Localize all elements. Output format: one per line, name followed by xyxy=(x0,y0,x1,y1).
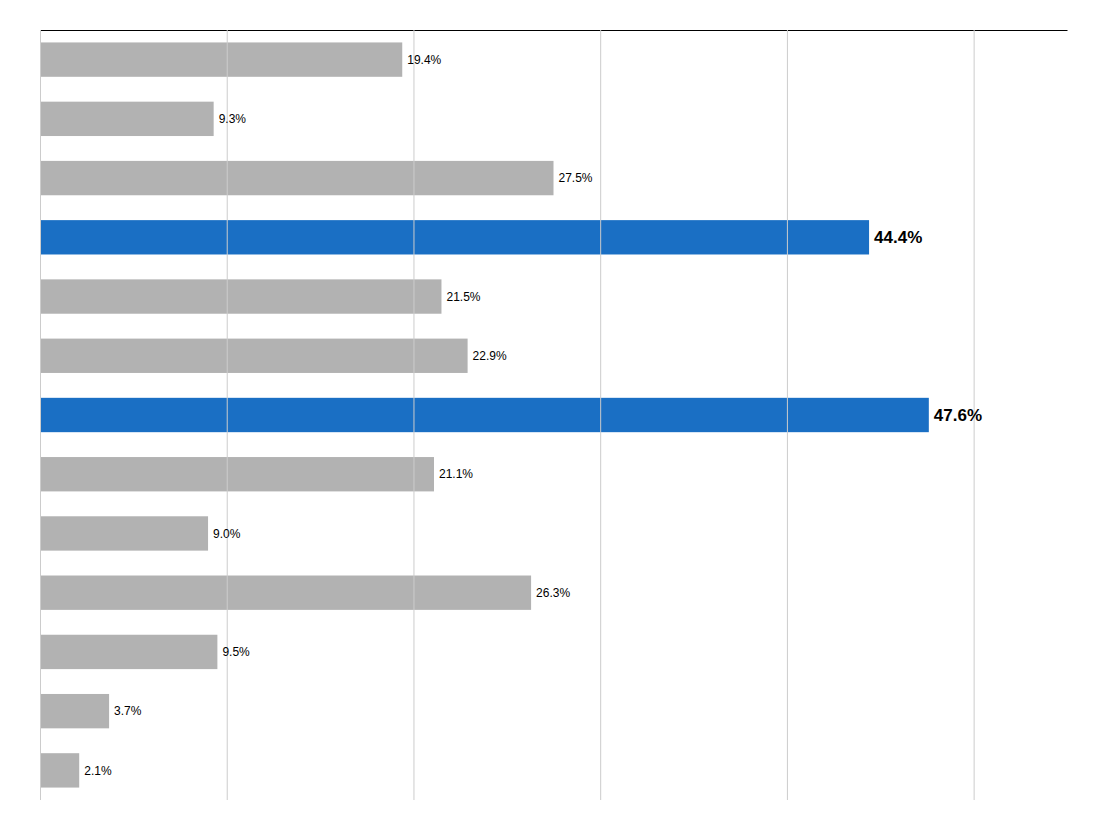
data-label: 19.4% xyxy=(407,53,441,67)
data-label: 21.1% xyxy=(439,467,473,481)
data-label: 9.3% xyxy=(219,112,247,126)
bar xyxy=(40,694,109,728)
data-label: 44.4% xyxy=(874,228,922,247)
data-label: 27.5% xyxy=(559,171,593,185)
tick xyxy=(787,30,788,800)
bar xyxy=(40,339,468,373)
bar xyxy=(40,576,531,610)
bars xyxy=(40,42,929,787)
bar xyxy=(40,398,929,432)
bar xyxy=(40,753,79,787)
x-axis xyxy=(41,30,1068,800)
data-label: 21.5% xyxy=(446,290,480,304)
data-label: 9.0% xyxy=(213,527,241,541)
data-labels: 19.4% 9.3% 27.5% 44.4% 21.5% 22.9% 47.6% 21.1% 9… xyxy=(84,53,982,778)
plot: 19.4% 9.3% 27.5% 44.4% 21.5% 22.9% 47.6% 21.1% 9… xyxy=(40,30,1068,800)
bar xyxy=(40,457,434,491)
data-label: 22.9% xyxy=(473,349,507,363)
bar xyxy=(40,279,441,313)
data-label: 47.6% xyxy=(934,406,982,425)
data-label: 2.1% xyxy=(84,764,112,778)
bar xyxy=(40,42,402,76)
bar xyxy=(40,102,214,136)
bar xyxy=(40,161,554,195)
data-label: 26.3% xyxy=(536,586,570,600)
grid-line xyxy=(600,30,601,800)
tick xyxy=(40,30,41,800)
axis-line xyxy=(41,30,1068,31)
data-label: 9.5% xyxy=(222,645,250,659)
data-label: 3.7% xyxy=(114,704,142,718)
bar xyxy=(40,635,217,669)
grid-line xyxy=(787,30,788,800)
bar xyxy=(40,220,869,254)
tick xyxy=(227,30,228,800)
bar xyxy=(40,516,208,550)
tick xyxy=(413,30,414,800)
grid-line xyxy=(413,30,414,800)
tick xyxy=(600,30,601,800)
grid-line xyxy=(40,30,41,800)
grid-line xyxy=(227,30,228,800)
chart: 19.4% 9.3% 27.5% 44.4% 21.5% 22.9% 47.6% 21.1% 9… xyxy=(0,0,1107,824)
